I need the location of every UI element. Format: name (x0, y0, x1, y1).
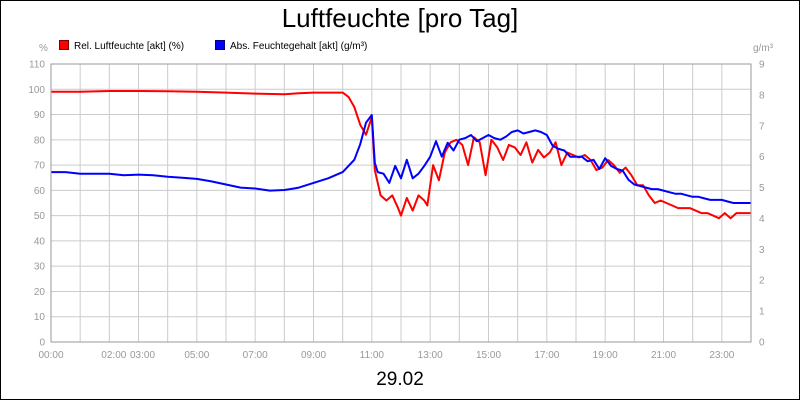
y-right-tick-label: 7 (759, 121, 765, 132)
y-right-tick-label: 3 (759, 245, 765, 256)
series (51, 90, 751, 220)
legend-item-rel-humidity: Rel. Luftfeuchte [akt] (%) (59, 40, 184, 52)
y-left-tick-label: 110 (29, 60, 45, 71)
x-tick-label: 11:00 (360, 350, 385, 361)
y-right-unit: g/m³ (753, 43, 773, 54)
chart-subtitle: 29.02 (376, 369, 424, 390)
y-left-tick-label: 90 (34, 110, 46, 121)
y-right-axis: 0 1 2 3 4 5 6 7 8 9 (759, 60, 765, 349)
x-tick-label: 23:00 (709, 350, 734, 361)
legend-item-abs-humidity: Abs. Feuchtegehalt [akt] (g/m³) (215, 40, 367, 52)
plot-border (50, 63, 752, 343)
x-tick-label: 13:00 (418, 350, 443, 361)
x-tick-label: 05:00 (184, 350, 209, 361)
x-tick-label: 19:00 (593, 350, 618, 361)
x-tick-label: 21:00 (651, 350, 676, 361)
y-left-tick-label: 40 (34, 236, 46, 247)
y-left-axis: 0 10 20 30 40 50 60 70 80 90 100 110 (28, 60, 45, 349)
legend-label-abs-humidity: Abs. Feuchtegehalt [akt] (g/m³) (230, 41, 368, 52)
y-right-tick-label: 9 (759, 60, 765, 71)
legend-swatch-red (59, 40, 69, 50)
x-tick-label: 02:00 (101, 350, 126, 361)
y-right-tick-label: 5 (759, 183, 765, 194)
y-right-tick-label: 0 (759, 338, 765, 349)
y-right-tick-label: 2 (759, 276, 765, 287)
legend-label-rel-humidity: Rel. Luftfeuchte [akt] (%) (74, 41, 185, 52)
y-right-tick-label: 1 (759, 307, 765, 318)
grid (50, 63, 752, 343)
y-left-tick-label: 20 (34, 287, 46, 298)
x-tick-label: 17:00 (534, 350, 559, 361)
series-line-abs-humidity (51, 114, 751, 204)
x-axis: 00:00 02:00 03:00 05:00 07:00 09:00 11:00 13:00… (38, 350, 734, 361)
chart-title: Luftfeuchte [pro Tag] (281, 3, 519, 33)
y-right-tick-label: 4 (759, 214, 765, 225)
y-left-tick-label: 60 (34, 186, 46, 197)
y-left-tick-label: 30 (34, 262, 46, 273)
y-left-tick-label: 70 (34, 161, 46, 172)
x-tick-label: 07:00 (243, 350, 268, 361)
y-right-tick-label: 6 (759, 152, 765, 163)
x-tick-label: 09:00 (301, 350, 326, 361)
x-tick-label: 15:00 (476, 350, 501, 361)
y-left-tick-label: 10 (34, 312, 46, 323)
y-left-unit: % (39, 43, 48, 54)
y-left-tick-label: 100 (28, 85, 45, 96)
y-right-tick-label: 8 (759, 90, 765, 101)
x-tick-label: 03:00 (130, 350, 155, 361)
x-tick-label: 00:00 (38, 350, 63, 361)
y-left-tick-label: 80 (34, 135, 46, 146)
legend-swatch-blue (215, 40, 225, 50)
series-line-rel-humidity (51, 90, 751, 220)
y-left-tick-label: 50 (34, 211, 46, 222)
y-left-tick-label: 0 (39, 338, 45, 349)
